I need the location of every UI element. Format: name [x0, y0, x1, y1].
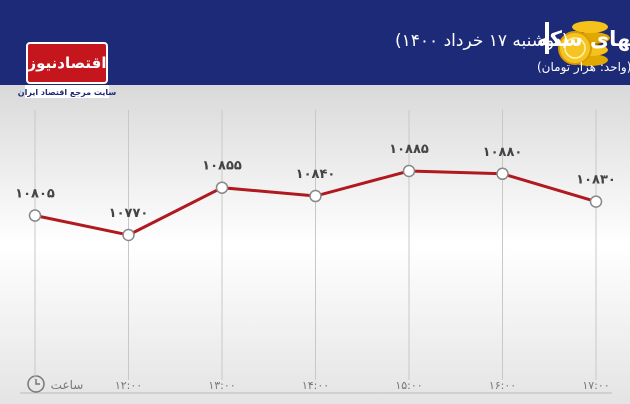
- brand: اقتصادنیوز: [27, 54, 107, 72]
- tagline-box: [25, 85, 109, 98]
- x-tick-label: ۱۳:۰۰: [208, 379, 235, 392]
- title-bar: [545, 22, 549, 54]
- marker: [496, 167, 509, 181]
- brand-tagline: سایت مرجع اقتصاد ایران: [18, 88, 117, 97]
- data-label: ۱۰۸۸۰: [483, 145, 523, 160]
- data-label: ۱۰۷۷۰: [109, 206, 149, 221]
- data-label: ۱۰۸۰۵: [15, 187, 55, 202]
- data-label: ۱۰۸۳۰: [576, 173, 616, 188]
- marker: [309, 189, 322, 203]
- x-tick-label: ۱۴:۰۰: [302, 379, 329, 392]
- x-axis-label: ساعت: [51, 378, 84, 392]
- marker: [28, 209, 42, 222]
- x-tick-label: ۱۶:۰۰: [489, 379, 516, 392]
- clock-icon: [27, 375, 45, 393]
- data-label: ۱۰۸۸۵: [389, 142, 429, 157]
- x-tick-label: ۱۵:۰۰: [395, 379, 422, 392]
- coin-icon: [558, 21, 610, 66]
- chart-title: روند بهای سکه: [537, 27, 630, 51]
- marker: [402, 164, 416, 178]
- data-label: ۱۰۸۴۰: [296, 167, 336, 182]
- x-tick-label: ۱۷:۰۰: [582, 379, 609, 392]
- marker: [215, 181, 229, 194]
- unit-note: (واحد: هزار تومان): [537, 60, 630, 75]
- logo-box: [26, 42, 108, 84]
- marker: [122, 228, 135, 242]
- chart-subtitle: (دوشنبه ۱۷ خرداد ۱۴۰۰): [395, 31, 568, 51]
- x-tick-label: ۱۲:۰۰: [115, 379, 142, 392]
- data-label: ۱۰۸۵۵: [202, 159, 242, 174]
- marker: [589, 195, 603, 208]
